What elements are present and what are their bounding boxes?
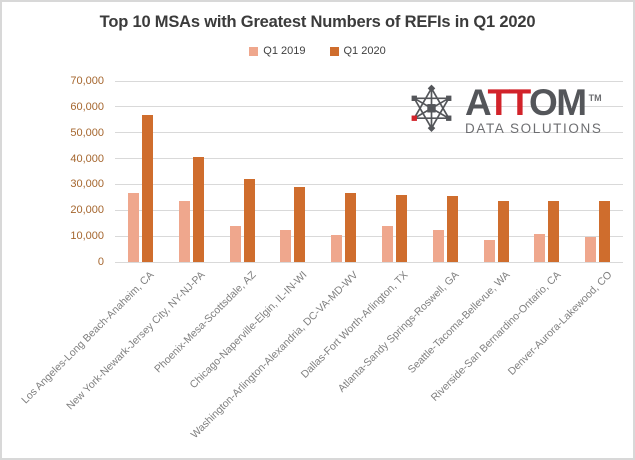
bar-q1-2020-2 — [192, 157, 204, 262]
bar-q1-2019-1 — [127, 193, 139, 262]
x-axis-label: Chicago-Naperville-Elgin, IL-IN-WI — [187, 269, 310, 391]
bar-q1-2019-10 — [585, 237, 597, 262]
bar-q1-2019-8 — [483, 240, 495, 262]
bar-q1-2019-3 — [229, 225, 241, 262]
x-axis-label: Denver-Aurora-Lakewood, CO — [505, 269, 615, 378]
y-axis-label: 70,000 — [70, 75, 104, 87]
bar-q1-2020-5 — [345, 193, 357, 262]
legend-swatch-q1-2020 — [329, 46, 339, 56]
gridline — [115, 183, 623, 185]
gridline — [115, 235, 623, 237]
legend-label-q1-2020: Q1 2020 — [343, 45, 386, 57]
gridline — [115, 132, 623, 134]
legend-swatch-q1-2019 — [249, 46, 259, 56]
bar-q1-2019-6 — [381, 225, 393, 262]
bar-q1-2020-8 — [497, 201, 509, 262]
logo-letters-tt: TT — [487, 82, 530, 123]
y-axis-label: 30,000 — [70, 178, 104, 191]
x-axis-label: Phoenix-Mesa-Scottsdale, AZ — [152, 269, 259, 376]
x-axis-label: New York-Newark-Jersey City, NY-NJ-PA — [64, 269, 208, 413]
bar-q1-2020-9 — [548, 201, 560, 262]
logo-letters-om: OM — [529, 82, 587, 123]
y-axis-label: 0 — [97, 256, 104, 268]
legend-entry-q1-2020: Q1 2020 — [329, 45, 386, 57]
x-axis-label: Riverside-San Bernardino-Ontario, CA — [428, 269, 564, 404]
bar-q1-2020-4 — [294, 187, 306, 262]
x-axis-label: Atlanta-Sandy Springs-Roswell, GA — [335, 269, 462, 395]
bar-q1-2019-7 — [432, 229, 444, 262]
attom-logo-text: ATTOM TM DATA SOLUTIONS — [465, 83, 602, 136]
x-axis-label: Washington-Arlington-Alexandria, DC-VA-M… — [188, 269, 361, 441]
attom-atom-icon — [411, 84, 452, 132]
bar-q1-2019-5 — [331, 234, 343, 262]
plot-area — [115, 80, 623, 263]
x-axis-label: Seattle-Tacoma-Bellevue, WA — [405, 269, 513, 376]
bar-q1-2020-1 — [141, 114, 153, 262]
attom-logo-name: ATTOM TM — [465, 83, 602, 121]
legend-entry-q1-2019: Q1 2019 — [249, 45, 306, 57]
y-axis-label: 50,000 — [70, 126, 104, 139]
y-axis-label: 60,000 — [70, 100, 104, 113]
bar-q1-2020-6 — [395, 194, 407, 262]
trademark-symbol: TM — [588, 93, 602, 103]
gridline — [115, 261, 623, 263]
bar-q1-2019-9 — [534, 233, 546, 262]
y-axis-label: 40,000 — [70, 152, 104, 165]
chart-title: Top 10 MSAs with Greatest Numbers of REF… — [99, 13, 536, 31]
chart-legend: Q1 2019 Q1 2020 — [2, 45, 633, 57]
bar-q1-2020-3 — [243, 179, 255, 262]
attom-logo-subtitle: DATA SOLUTIONS — [465, 121, 603, 136]
y-axis-label: 10,000 — [70, 230, 104, 243]
bar-q1-2020-10 — [599, 201, 611, 262]
bar-q1-2019-4 — [280, 229, 292, 262]
gridline — [115, 209, 623, 211]
gridline — [115, 80, 623, 82]
x-axis-label: Los Angeles-Long Beach-Anaheim, CA — [19, 269, 157, 407]
legend-label-q1-2019: Q1 2019 — [263, 45, 306, 57]
x-axis-label: Dallas-Fort Worth-Arlington, TX — [299, 269, 411, 381]
gridline — [115, 158, 623, 160]
attom-logo: ATTOM TM DATA SOLUTIONS — [407, 83, 602, 136]
bar-q1-2020-7 — [446, 196, 458, 262]
gridline — [115, 106, 623, 108]
y-axis-label: 20,000 — [70, 204, 104, 217]
bar-q1-2019-2 — [178, 201, 190, 262]
logo-letter-a: A — [465, 82, 489, 123]
